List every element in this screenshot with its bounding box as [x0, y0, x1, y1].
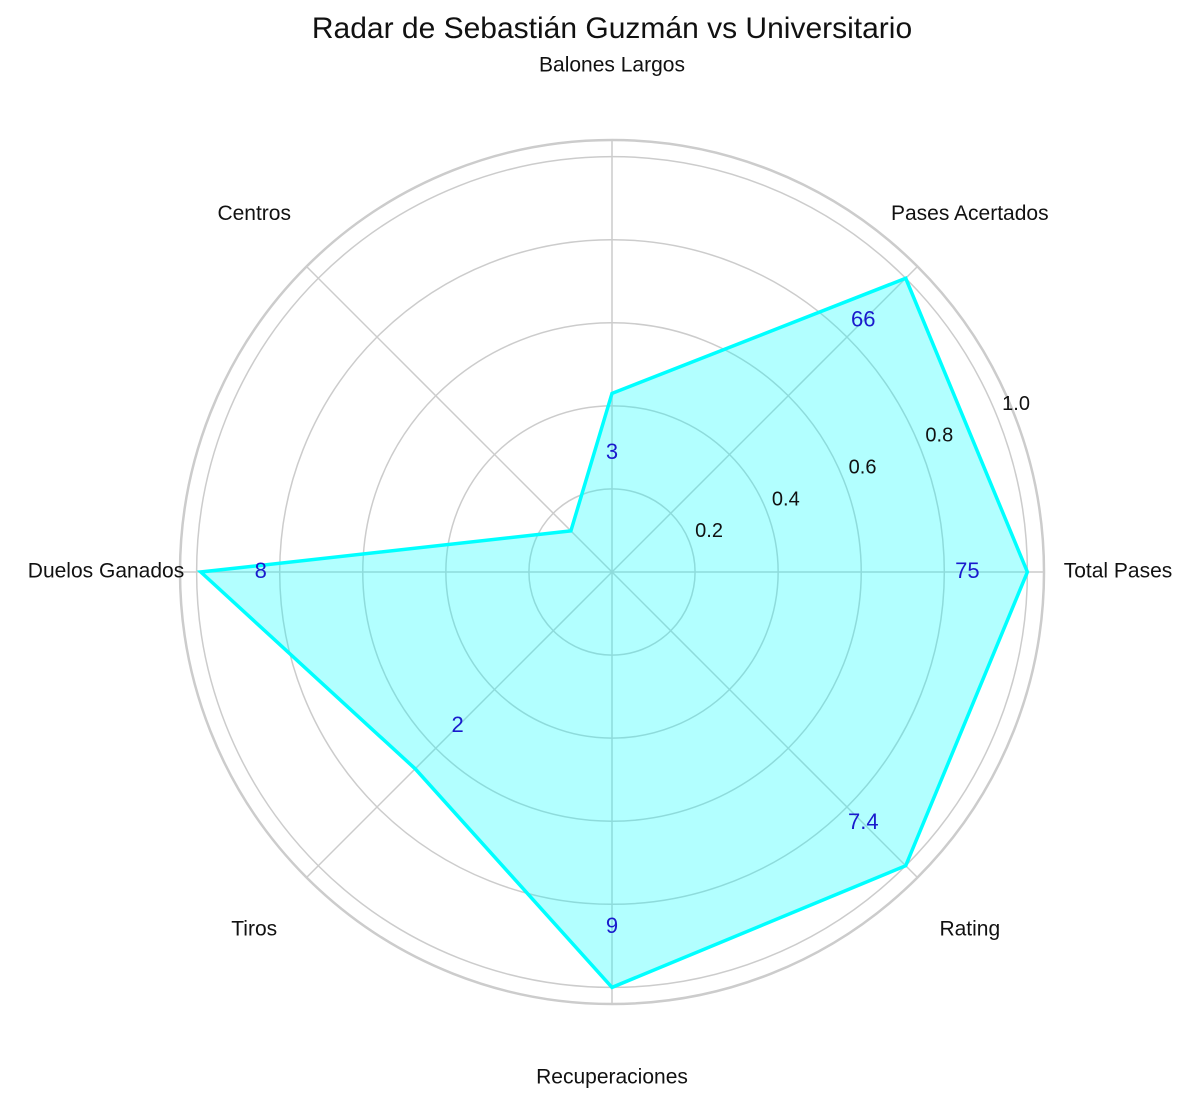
category-label: Balones Largos: [539, 54, 685, 77]
value-label: 75: [955, 558, 979, 583]
category-label: Tiros: [231, 917, 277, 940]
r-tick-label: 0.6: [849, 456, 877, 478]
value-label: 3: [606, 439, 618, 464]
category-label: Pases Acertados: [891, 202, 1049, 225]
value-label: 2: [452, 712, 464, 737]
category-label: Rating: [939, 917, 1000, 940]
spoke: [611, 571, 919, 879]
r-tick-label: 1.0: [1002, 393, 1030, 415]
value-label: 7.4: [848, 809, 879, 834]
category-label: Duelos Ganados: [28, 560, 184, 583]
r-tick-label: 0.8: [925, 425, 953, 447]
chart-title: Radar de Sebastián Guzmán vs Universitar…: [312, 12, 912, 45]
category-label: Centros: [217, 202, 291, 225]
category-label: Total Pases: [1064, 560, 1173, 583]
category-label: Recuperaciones: [536, 1066, 688, 1089]
spoke: [305, 571, 613, 879]
spoke: [305, 265, 613, 573]
radar-area: [196, 276, 1030, 990]
value-label: 66: [851, 307, 875, 332]
value-label: 9: [606, 913, 618, 938]
spoke: [611, 265, 919, 573]
outer-frame: [178, 138, 1046, 1006]
r-tick-label: 0.4: [772, 488, 800, 510]
r-tick-label: 0.2: [695, 520, 723, 542]
value-label: 8: [255, 558, 267, 583]
